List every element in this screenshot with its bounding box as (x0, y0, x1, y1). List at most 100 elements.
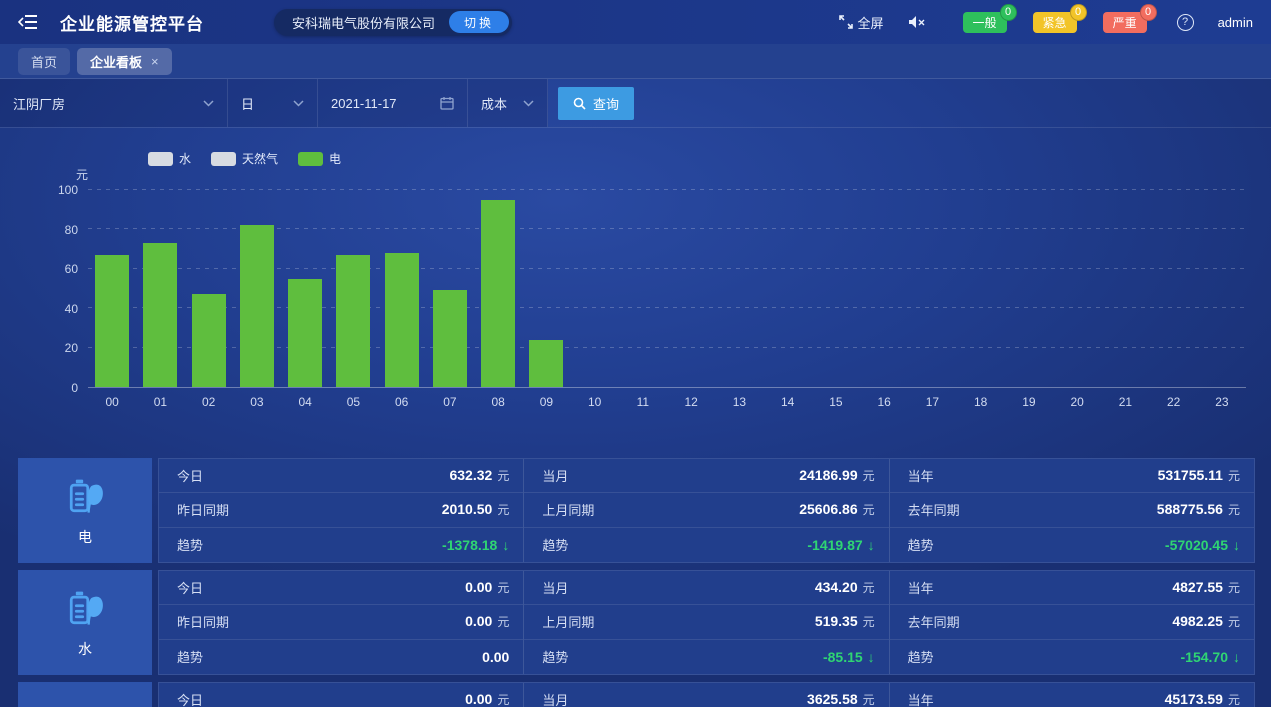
chart-plot: 0001020304050607080910111213141516171819… (88, 190, 1246, 388)
query-button[interactable]: 查询 (558, 87, 634, 120)
alarm-badge-紧急[interactable]: 紧急0 (1033, 12, 1077, 33)
metric-label: 当年 (908, 466, 934, 485)
x-tick-label: 03 (233, 395, 281, 409)
y-tick-label: 40 (65, 302, 78, 316)
close-icon[interactable]: × (151, 55, 159, 68)
user-menu[interactable]: admin (1218, 15, 1253, 30)
bar-06[interactable] (385, 253, 419, 387)
x-tick-label: 13 (715, 395, 763, 409)
chevron-down-icon (293, 100, 304, 107)
metric-label: 去年同期 (908, 500, 960, 519)
x-tick-label: 07 (426, 395, 474, 409)
bar-slot-13: 13 (715, 190, 763, 387)
bar-02[interactable] (192, 294, 226, 387)
metric-value: 632.32元 (449, 467, 509, 484)
metric-cell: 当月3625.58元 (524, 683, 888, 707)
unit-label: 元 (863, 501, 875, 518)
x-tick-label: 12 (667, 395, 715, 409)
x-tick-label: 18 (957, 395, 1005, 409)
cost-chart: 水天然气电 元 020406080100 0001020304050607080… (0, 128, 1271, 440)
tab-bar: 首页 企业看板 × (0, 44, 1271, 79)
alarm-badge-严重[interactable]: 严重0 (1103, 12, 1147, 33)
calendar-icon (440, 96, 454, 110)
metric-number: 0.00 (465, 613, 492, 629)
alarm-badge-count: 0 (1070, 4, 1087, 21)
battery-leaf-icon (63, 475, 107, 524)
alarm-badge-count: 0 (1140, 4, 1157, 21)
period-column: 当月434.20元上月同期519.35元趋势-85.15↓ (523, 571, 888, 674)
metric-cell: 当年531755.11元 (890, 459, 1254, 493)
legend-swatch (298, 152, 323, 166)
legend-item-水[interactable]: 水 (148, 150, 191, 167)
period-select[interactable]: 日 (228, 79, 318, 127)
x-tick-label: 15 (812, 395, 860, 409)
site-select[interactable]: 江阴厂房 (0, 79, 228, 127)
metric-cell: 今日0.00元 (159, 683, 523, 707)
x-tick-label: 02 (185, 395, 233, 409)
metric-value: 0.00元 (465, 691, 509, 707)
bar-08[interactable] (481, 200, 515, 387)
page-content: 江阴厂房 日 2021-11-17 成本 查询 水天然气电 元 02040608… (0, 79, 1271, 706)
period-column: 当月3625.58元 (523, 683, 888, 707)
trend-down-icon: ↓ (868, 537, 875, 553)
date-picker[interactable]: 2021-11-17 (318, 79, 468, 127)
metric-select[interactable]: 成本 (468, 79, 548, 127)
metric-value: 45173.59元 (1165, 691, 1240, 707)
legend-swatch (148, 152, 173, 166)
fullscreen-button[interactable]: 全屏 (839, 13, 884, 32)
metric-value: 4827.55元 (1172, 579, 1240, 596)
x-tick-label: 11 (619, 395, 667, 409)
period-column: 今日0.00元昨日同期0.00元趋势0.00 (159, 571, 523, 674)
mute-button[interactable] (908, 15, 925, 29)
metric-number: 434.20 (815, 579, 858, 595)
metric-label: 趋势 (908, 535, 934, 554)
bar-07[interactable] (433, 290, 467, 387)
metric-cell: 上月同期519.35元 (524, 605, 888, 639)
x-tick-label: 14 (764, 395, 812, 409)
bar-04[interactable] (288, 279, 322, 387)
metric-label: 当月 (542, 578, 568, 597)
bar-05[interactable] (336, 255, 370, 387)
metric-value: -85.15↓ (823, 649, 875, 665)
metric-cell: 今日0.00元 (159, 571, 523, 605)
alarm-badge-count: 0 (1000, 4, 1017, 21)
switch-company-button[interactable]: 切换 (449, 11, 509, 33)
metric-value: 3625.58元 (807, 691, 875, 707)
metric-label: 当年 (908, 690, 934, 707)
x-tick-label: 04 (281, 395, 329, 409)
bar-slot-18: 18 (957, 190, 1005, 387)
bar-09[interactable] (529, 340, 563, 387)
x-tick-label: 08 (474, 395, 522, 409)
bar-00[interactable] (95, 255, 129, 387)
x-tick-label: 00 (88, 395, 136, 409)
metric-value: 25606.86 元 (799, 501, 874, 518)
legend-label: 天然气 (242, 150, 278, 167)
alarm-badge-一般[interactable]: 一般0 (963, 12, 1007, 33)
legend-item-天然气[interactable]: 天然气 (211, 150, 278, 167)
bar-slot-20: 20 (1053, 190, 1101, 387)
energy-card-grid: 今日0.00元昨日同期0.00元趋势0.00 当月 434.20 元上月同期519.3… (158, 570, 1255, 675)
help-icon[interactable]: ? (1177, 14, 1194, 31)
menu-fold-icon[interactable] (18, 14, 38, 30)
metric-cell: 当年 45173.59元 (890, 683, 1254, 707)
site-select-value: 江阴厂房 (13, 94, 65, 113)
unit-label: 元 (863, 613, 875, 630)
trend-down-icon: ↓ (1233, 649, 1240, 665)
tab-enterprise-board[interactable]: 企业看板 × (77, 48, 172, 75)
x-tick-label: 09 (522, 395, 570, 409)
tab-home[interactable]: 首页 (18, 48, 70, 75)
bar-03[interactable] (240, 225, 274, 387)
metric-number: 45173.59 (1165, 691, 1223, 707)
bar-slot-05: 05 (329, 190, 377, 387)
metric-number: 588775.56 (1157, 501, 1223, 517)
metric-cell: 当月434.20元 (524, 571, 888, 605)
energy-type-panel: 电 (18, 458, 152, 563)
legend-item-电[interactable]: 电 (298, 150, 341, 167)
bar-slot-22: 22 (1150, 190, 1198, 387)
metric-label: 趋势 (908, 647, 934, 666)
company-selector: 安科瑞电气股份有限公司 切换 (274, 9, 512, 36)
search-icon (573, 97, 586, 110)
bar-slot-23: 23 (1198, 190, 1246, 387)
metric-number: 25606.86 (799, 501, 857, 517)
bar-01[interactable] (143, 243, 177, 387)
